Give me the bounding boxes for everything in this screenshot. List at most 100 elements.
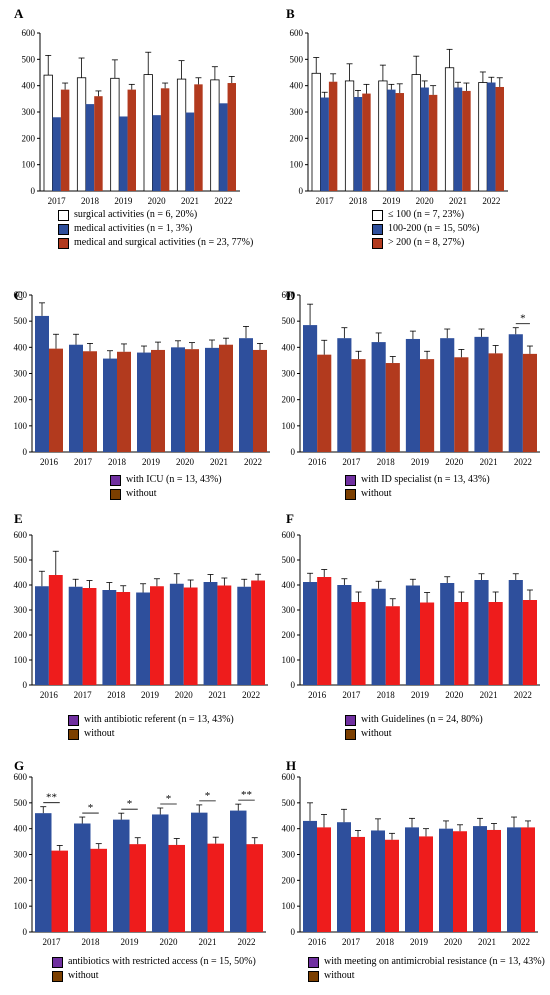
bar	[117, 351, 131, 452]
y-tick-label: 400	[282, 342, 296, 352]
panel-letter: A	[14, 6, 24, 21]
y-tick-label: 600	[290, 28, 304, 38]
bar	[420, 359, 435, 452]
chart-panel-b: B 0 100 200 300 400 500 600 2017 2018 2019 2020 2021…	[286, 6, 508, 206]
bar	[351, 602, 366, 685]
y-tick-label: 500	[282, 316, 296, 326]
x-tick-label: 2020	[148, 196, 167, 206]
legend: ≤ 100 (n = 7, 23%) 100-200 (n = 15, 50%) >…	[372, 208, 479, 250]
legend-item: without	[110, 487, 222, 501]
bar	[210, 79, 220, 192]
y-tick-label: 600	[14, 772, 28, 782]
bar	[488, 353, 503, 452]
bar	[185, 349, 199, 452]
x-tick-label: 2021	[449, 196, 467, 206]
bar	[344, 80, 355, 192]
y-tick-label: 100	[14, 655, 28, 665]
y-tick-label: 500	[14, 316, 28, 326]
legend-swatch	[345, 714, 356, 726]
y-tick-label: 400	[22, 81, 36, 91]
bar	[420, 87, 429, 191]
bar	[217, 585, 232, 685]
x-tick-label: 2017	[48, 196, 67, 206]
legend-swatch	[308, 956, 319, 968]
bar	[113, 819, 130, 932]
bar	[405, 827, 419, 932]
legend-label: with meeting on antimicrobial resistance…	[324, 956, 545, 967]
significance-label: **	[46, 792, 57, 804]
legend-label: without	[361, 488, 392, 499]
y-tick-label: 600	[282, 530, 296, 540]
legend-item: 100-200 (n = 15, 50%)	[372, 222, 479, 236]
bar	[385, 839, 399, 932]
legend-label: surgical activities (n = 6, 20%)	[74, 209, 198, 220]
x-tick-label: 2016	[308, 937, 327, 947]
significance-label: *	[520, 313, 526, 325]
x-tick-label: 2020	[416, 196, 435, 206]
panel-letter: B	[286, 6, 295, 21]
bar	[351, 836, 365, 932]
y-tick-label: 500	[14, 555, 28, 565]
bar	[119, 116, 128, 191]
bar	[478, 82, 488, 192]
y-tick-label: 300	[14, 605, 28, 615]
x-tick-label: 2018	[377, 690, 396, 700]
legend: surgical activities (n = 6, 20%) medical …	[58, 208, 253, 250]
panel-letter: C	[14, 288, 23, 303]
bar	[253, 349, 267, 452]
y-tick-label: 400	[282, 824, 296, 834]
legend-item: without	[345, 487, 490, 501]
legend-swatch	[345, 474, 356, 486]
significance-label: **	[241, 789, 252, 801]
chart-panel-e: E 0 100 200 300 400 500 600 2016 2017 2018 2019 2020…	[14, 511, 268, 700]
legend-label: without	[68, 970, 99, 981]
y-tick-label: 300	[282, 605, 296, 615]
bar	[317, 354, 332, 452]
bar	[454, 357, 469, 452]
x-tick-label: 2016	[308, 690, 327, 700]
bar	[49, 348, 63, 452]
x-tick-label: 2017	[342, 690, 361, 700]
bar	[405, 585, 420, 685]
legend-swatch	[110, 474, 121, 486]
bar	[169, 583, 184, 685]
bar	[185, 112, 195, 191]
bar	[69, 344, 83, 452]
significance-label: *	[88, 802, 94, 814]
bar	[362, 93, 371, 191]
legend-item: with ICU (n = 13, 43%)	[110, 473, 222, 487]
bar	[230, 810, 247, 932]
y-tick-label: 200	[282, 630, 296, 640]
significance-label: *	[205, 790, 211, 802]
legend-label: medical and surgical activities (n = 23,…	[74, 237, 254, 248]
x-tick-label: 2018	[376, 937, 395, 947]
significance-label: *	[127, 798, 133, 810]
y-tick-label: 400	[14, 342, 28, 352]
legend-label: with antibiotic referent (n = 13, 43%)	[84, 714, 234, 725]
bar	[371, 830, 385, 932]
y-tick-label: 200	[14, 875, 28, 885]
legend-item: without	[52, 969, 256, 983]
x-tick-label: 2020	[175, 690, 194, 700]
bar	[508, 580, 523, 685]
x-tick-label: 2021	[208, 690, 226, 700]
bar	[237, 586, 252, 685]
legend-label: medical activities (n = 1, 3%)	[74, 223, 193, 234]
legend-item: medical activities (n = 1, 3%)	[58, 222, 253, 236]
bar	[405, 338, 420, 452]
bar	[35, 813, 52, 932]
bar	[207, 843, 224, 932]
y-tick-label: 0	[23, 447, 28, 457]
y-tick-label: 100	[282, 901, 296, 911]
bar	[150, 586, 164, 685]
legend-label: without	[324, 970, 355, 981]
bar	[385, 363, 400, 452]
legend-swatch	[52, 970, 63, 982]
y-tick-label: 100	[282, 655, 296, 665]
legend: with ICU (n = 13, 43%) without	[110, 473, 222, 501]
bar	[371, 588, 386, 685]
x-tick-label: 2021	[199, 937, 217, 947]
bar	[317, 827, 331, 932]
bar	[420, 602, 435, 685]
bar	[444, 67, 455, 192]
